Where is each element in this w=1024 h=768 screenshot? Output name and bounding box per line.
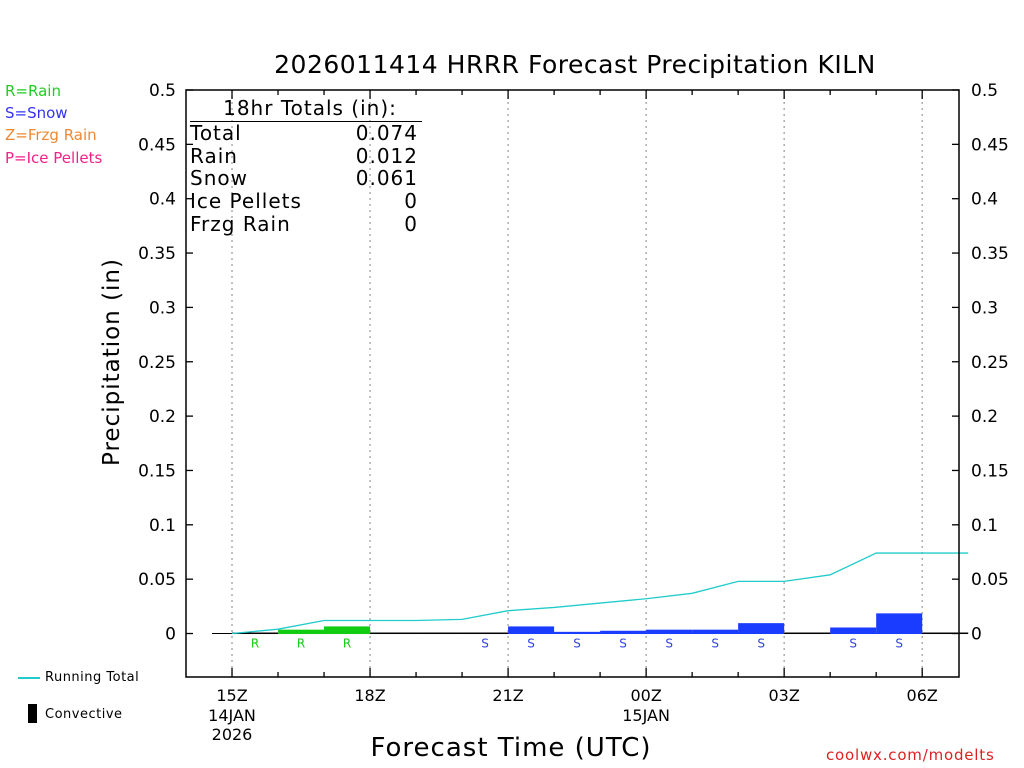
totals-row-total: Total 0.074	[190, 121, 418, 145]
y-tick-label-left: 0.4	[149, 190, 176, 210]
convective-swatch	[28, 704, 37, 723]
y-tick-label-left: 0.5	[149, 81, 176, 101]
precip-type-label: S	[665, 637, 673, 651]
precip-bar	[692, 629, 739, 635]
y-tick-label-left: 0.35	[138, 244, 176, 264]
precip-type-label: S	[711, 637, 719, 651]
y-tick-label-right: 0.4	[971, 190, 998, 210]
precip-bar	[416, 632, 463, 635]
legend-ice-pellets: P=Ice Pellets	[5, 149, 103, 167]
y-tick-label-right: 0.1	[971, 516, 998, 536]
precip-bar	[922, 632, 969, 635]
precip-bar	[646, 629, 693, 635]
precip-bar	[232, 632, 279, 635]
precip-bar	[278, 629, 325, 635]
x-tick-label: 06Z	[907, 686, 938, 705]
chart-title: 2026011414 HRRR Forecast Precipitation K…	[274, 50, 876, 79]
x-tick-sublabel: 15JAN	[622, 706, 670, 725]
precip-type-label: R	[343, 637, 351, 651]
plot-frame	[185, 89, 960, 678]
y-tick-label-left: 0.1	[149, 516, 176, 536]
y-tick-label-left: 0.05	[138, 570, 176, 590]
x-tick-label: 21Z	[492, 686, 523, 705]
y-tick-label-left: 0.15	[138, 461, 176, 481]
y-tick-label-right: 0.45	[971, 135, 1009, 155]
precip-bar	[324, 626, 371, 635]
x-tick-label: 18Z	[354, 686, 385, 705]
precip-type-label: S	[849, 637, 857, 651]
precip-bar	[554, 631, 601, 635]
totals-row-frzg-rain: Frzg Rain 0	[190, 211, 418, 236]
legend-rain: R=Rain	[5, 82, 61, 100]
y-tick-label-right: 0.5	[971, 81, 998, 101]
y-tick-label-right: 0.3	[971, 298, 998, 318]
y-tick-label-left: 0.45	[138, 135, 176, 155]
y-tick-label-right: 0.25	[971, 353, 1009, 373]
y-tick-label-left: 0.2	[149, 407, 176, 427]
precip-bar	[370, 632, 417, 635]
convective-legend: Convective	[45, 707, 123, 722]
precip-bar	[508, 626, 555, 635]
precip-type-label: S	[619, 637, 627, 651]
precip-type-label: S	[757, 637, 765, 651]
y-tick-label-right: 0.35	[971, 244, 1009, 264]
precip-type-label: S	[527, 637, 535, 651]
precip-bar	[600, 630, 647, 635]
running-total-legend: Running Total	[45, 670, 140, 685]
precip-type-label: R	[251, 637, 259, 651]
x-tick-sublabel: 14JAN	[208, 706, 256, 725]
y-tick-label-left: 0.3	[149, 298, 176, 318]
totals-row-rain: Rain 0.012	[190, 143, 418, 168]
y-tick-label-right: 0.05	[971, 570, 1009, 590]
x-tick-label: 03Z	[768, 686, 799, 705]
y-tick-label-left: 0.25	[138, 353, 176, 373]
x-tick-label: 15Z	[216, 686, 247, 705]
y-tick-label-right: 0	[971, 625, 982, 645]
precip-type-label: S	[481, 637, 489, 651]
precip-type-label: S	[573, 637, 581, 651]
x-axis-label: Forecast Time (UTC)	[370, 733, 652, 763]
precip-bar	[830, 627, 877, 635]
y-tick-label-left: 0	[165, 625, 176, 645]
y-axis-label: Precipitation (in)	[99, 258, 125, 466]
precip-bar	[784, 632, 831, 635]
legend-frzg-rain: Z=Frzg Rain	[5, 126, 97, 144]
precip-bar	[462, 632, 509, 635]
x-tick-label: 00Z	[630, 686, 661, 705]
precip-type-label: R	[297, 637, 305, 651]
y-tick-label-right: 0.15	[971, 461, 1009, 481]
totals-box: 18hr Totals (in): Total 0.074 Rain 0.012 S…	[190, 96, 422, 236]
x-tick-sublabel: 2026	[212, 725, 253, 744]
y-tick-label-right: 0.2	[971, 407, 998, 427]
legend-snow: S=Snow	[5, 104, 68, 122]
credit-link[interactable]: coolwx.com/modelts	[826, 746, 995, 764]
totals-row-ice-pellets: Ice Pellets 0	[190, 189, 418, 214]
precip-type-label: S	[895, 637, 903, 651]
precip-bar	[738, 623, 785, 635]
totals-header: 18hr Totals (in):	[190, 96, 422, 122]
totals-row-snow: Snow 0.061	[190, 166, 418, 191]
precip-bar	[876, 613, 923, 635]
running-total-line	[231, 552, 969, 635]
running-total-swatch	[18, 677, 40, 679]
